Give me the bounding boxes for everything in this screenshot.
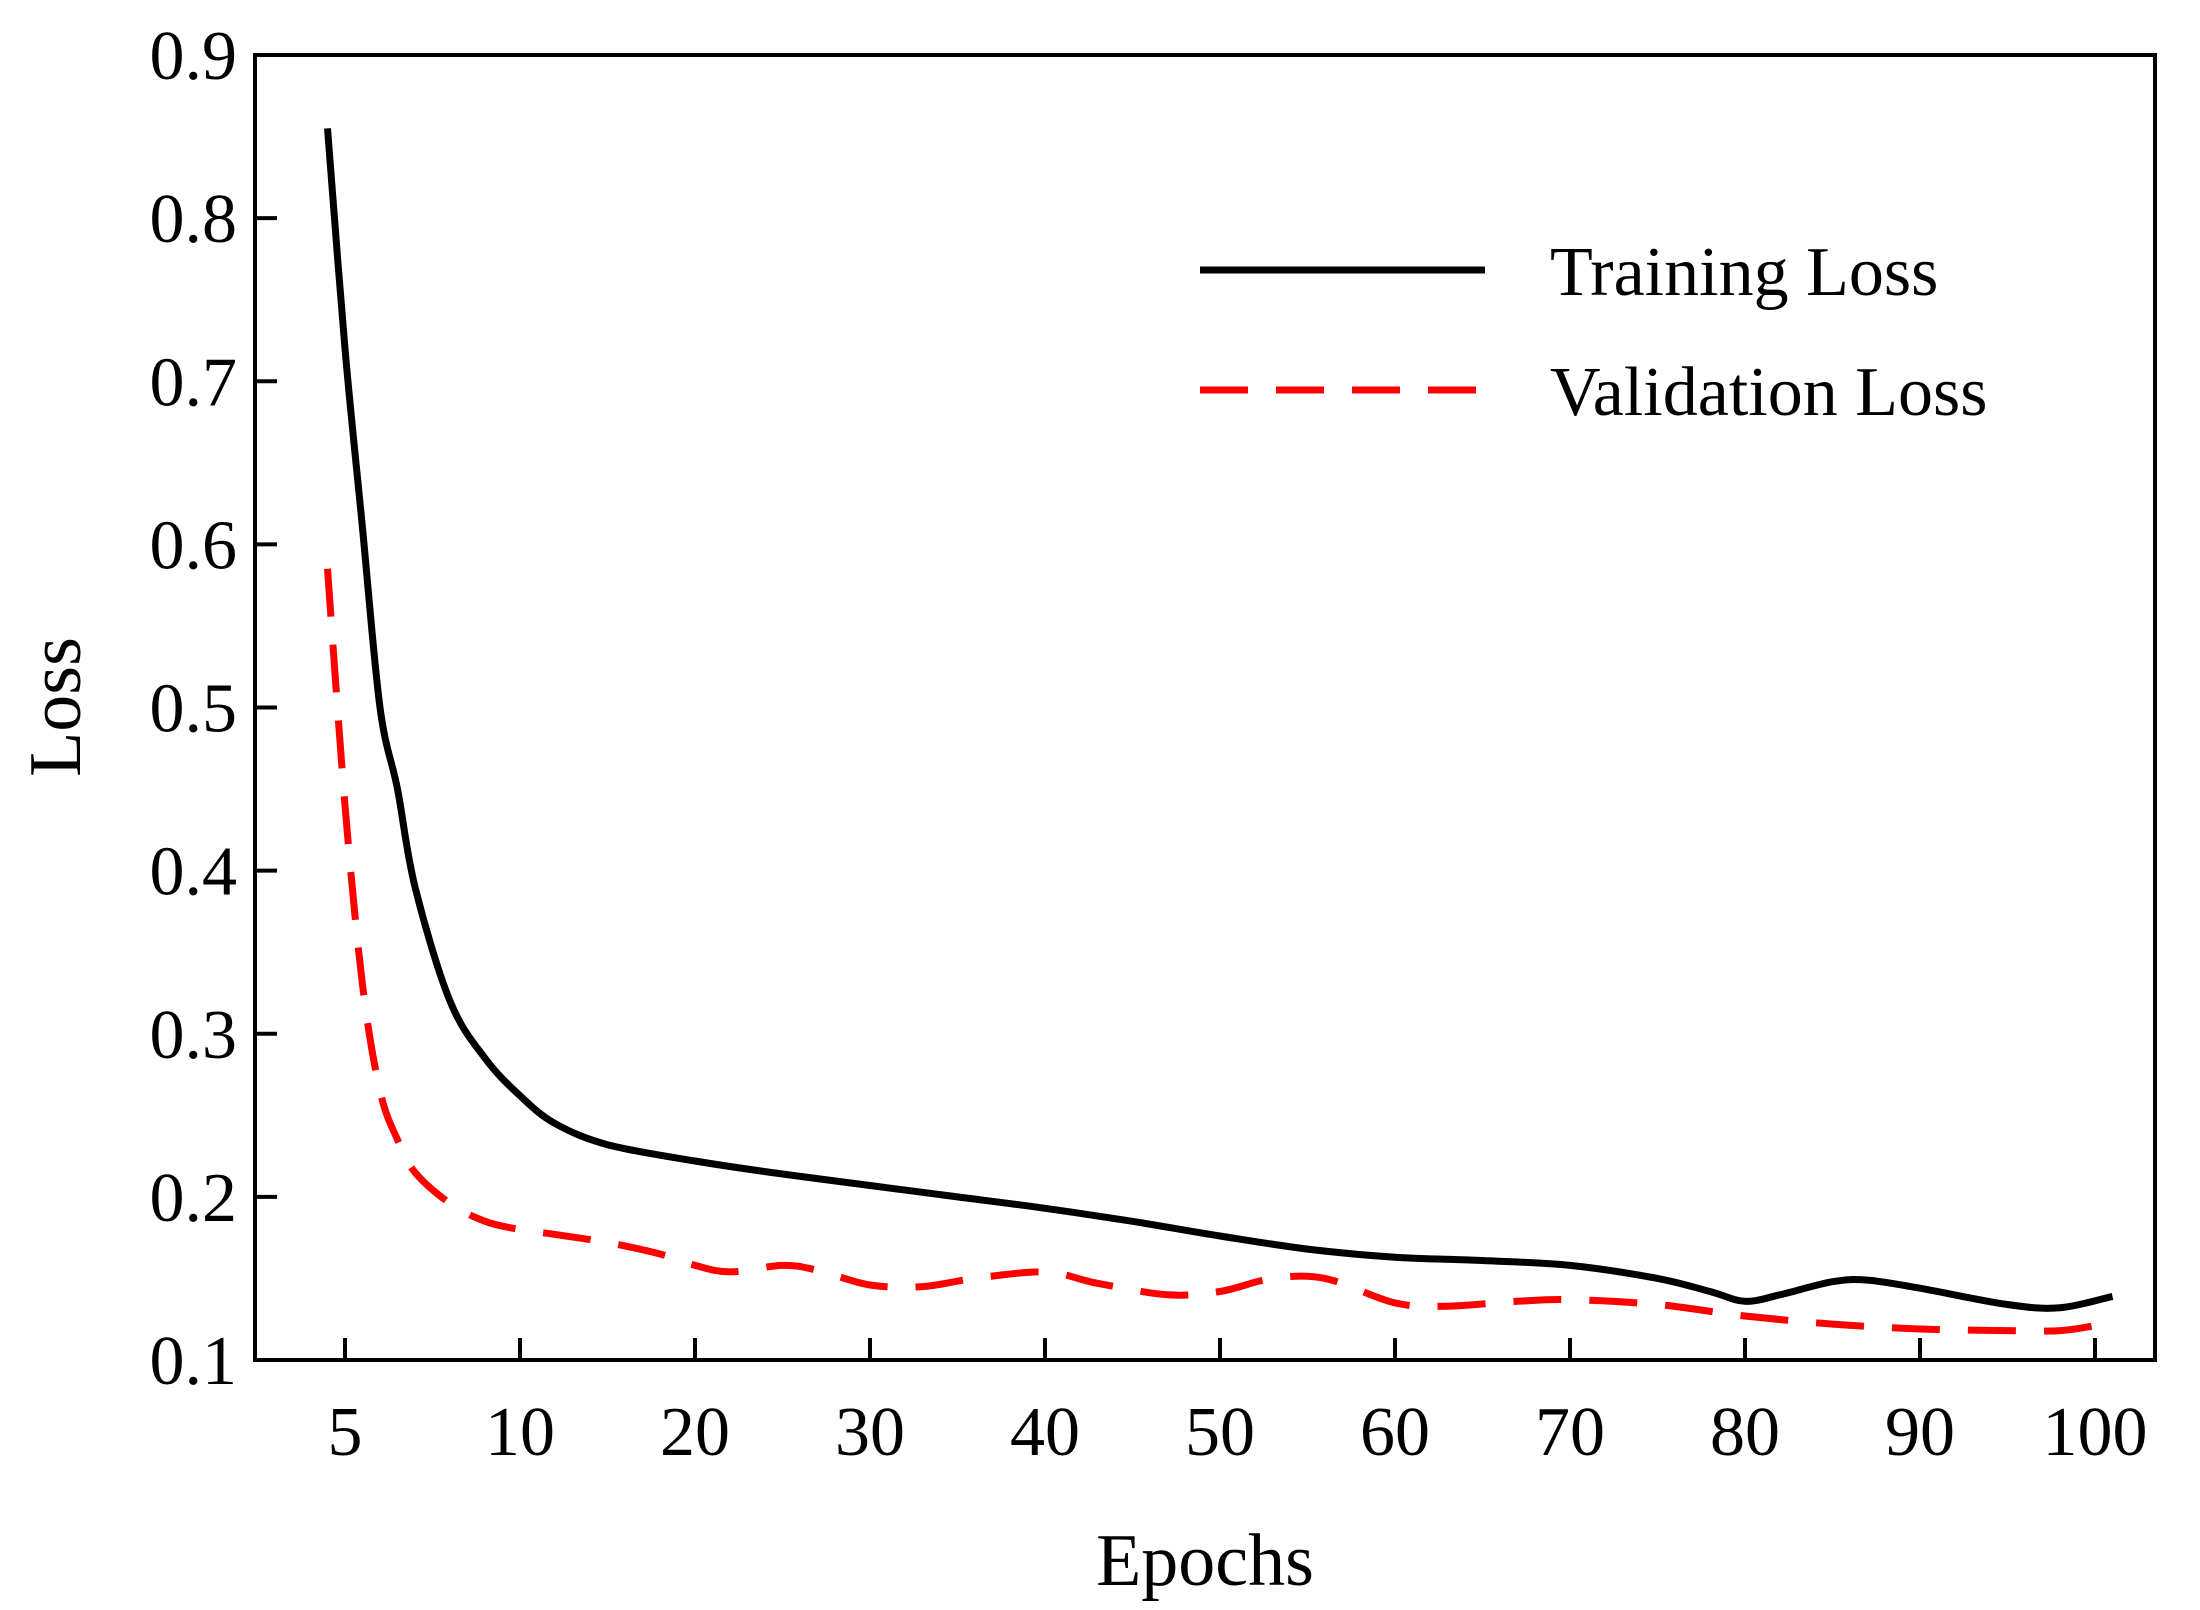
- validation-loss-line: [324, 568, 2096, 1335]
- y-tick-label: 0.8: [150, 181, 238, 258]
- y-tick-label: 0.1: [150, 1323, 238, 1400]
- y-axis-label: Loss: [15, 637, 97, 777]
- y-tick-label: 0.3: [150, 997, 238, 1074]
- x-tick-label: 50: [1185, 1394, 1255, 1471]
- x-tick-label: 30: [835, 1394, 905, 1471]
- training-loss-line: [324, 128, 2114, 1312]
- y-tick-label: 0.7: [150, 344, 238, 421]
- x-axis-label: Epochs: [1096, 1520, 1314, 1602]
- legend-label-validation: Validation Loss: [1550, 354, 1987, 431]
- x-tick-label: 10: [485, 1394, 555, 1471]
- y-tick-label: 0.4: [150, 834, 238, 911]
- x-tick-label: 70: [1535, 1394, 1605, 1471]
- y-axis-ticks: 0.1 0.2 0.3 0.4 0.5 0.6 0.7 0.8 0.9: [150, 18, 277, 1400]
- x-tick-label: 40: [1010, 1394, 1080, 1471]
- y-tick-label: 0.9: [150, 18, 238, 95]
- x-tick-label: 100: [2043, 1394, 2148, 1471]
- y-tick-label: 0.2: [150, 1160, 238, 1237]
- x-tick-label: 60: [1360, 1394, 1430, 1471]
- x-tick-label: 20: [660, 1394, 730, 1471]
- y-tick-label: 0.6: [150, 507, 238, 584]
- x-tick-label: 90: [1885, 1394, 1955, 1471]
- legend-label-training: Training Loss: [1550, 234, 1938, 311]
- x-tick-label: 80: [1710, 1394, 1780, 1471]
- series-layer: [324, 128, 2114, 1335]
- y-tick-label: 0.5: [150, 671, 238, 748]
- x-tick-label: 5: [328, 1394, 363, 1471]
- x-axis-ticks: 5 10 20 30 40 50 60 70 80 90 100: [328, 1338, 2148, 1471]
- legend: Training Loss Validation Loss: [1200, 234, 1987, 431]
